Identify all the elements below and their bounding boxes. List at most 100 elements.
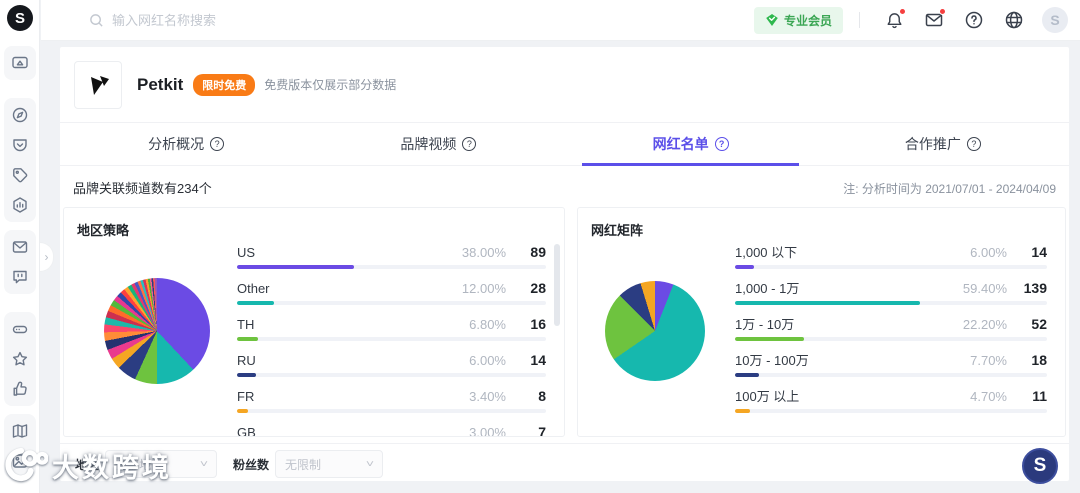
mail-icon[interactable]	[924, 8, 946, 30]
divider	[859, 12, 860, 28]
sidebar-expand-handle[interactable]: ›	[40, 242, 54, 272]
row-bar-fill	[735, 265, 754, 269]
fans-filter-select[interactable]: 无限制 ˅	[275, 450, 384, 478]
row-bar-fill	[735, 373, 760, 377]
star-icon[interactable]	[9, 348, 31, 370]
row-label: US	[237, 245, 256, 260]
row-percent: 6.00%	[970, 245, 1007, 260]
row-bar-track	[237, 373, 546, 377]
brand-note: 免费版本仅展示部分数据	[264, 78, 397, 92]
help-icon[interactable]: ?	[462, 137, 477, 151]
screen-share-icon[interactable]	[9, 52, 31, 74]
app-logo[interactable]: S	[7, 5, 33, 31]
row-bar-fill	[237, 301, 275, 305]
region-filter-label: 地区	[75, 457, 100, 472]
chevron-down-icon: ˅	[200, 458, 209, 470]
row-label: 100万 以上	[735, 389, 800, 404]
fans-filter-value: 无限制	[285, 457, 322, 472]
search-box	[89, 12, 754, 28]
region-filter-select[interactable]: 全部地区 ˅	[105, 450, 218, 478]
drive-icon[interactable]	[9, 318, 31, 340]
row-percent: 6.00%	[469, 353, 506, 368]
bell-icon[interactable]	[884, 8, 906, 30]
row-percent: 22.20%	[962, 317, 1007, 332]
brand-header: Petkit 限时免费 免费版本仅展示部分数据	[60, 47, 1069, 122]
row-percent: 38.00%	[461, 245, 506, 260]
row-count: 89	[530, 244, 546, 260]
main-card: Petkit 限时免费 免费版本仅展示部分数据 分析概况? 品牌视频? 网红名单…	[60, 47, 1069, 481]
filter-bar: 地区 全部地区 ˅ 粉丝数 无限制 ˅	[75, 450, 399, 478]
row-count: 52	[1031, 316, 1047, 332]
row-bar-fill	[237, 373, 256, 377]
row-count: 16	[530, 316, 546, 332]
brand-name: Petkit	[137, 74, 184, 94]
member-badge[interactable]: 专业会员	[753, 6, 843, 34]
fans-filter-label: 粉丝数	[233, 457, 270, 472]
row-count: 139	[1023, 280, 1047, 296]
region-list: US 38.00% 89 Other 12.00% 28 TH 6.80% 16…	[237, 244, 546, 437]
notification-dot	[939, 8, 946, 15]
tab-brand-videos[interactable]: 品牌视频?	[312, 123, 564, 165]
help-icon[interactable]: ?	[714, 137, 729, 151]
compass-icon[interactable]	[9, 104, 31, 126]
row-percent: 59.40%	[962, 281, 1007, 296]
help-icon[interactable]: ?	[966, 137, 981, 151]
row-bar-track	[237, 265, 546, 269]
notification-dot	[899, 8, 906, 15]
hexagon-stats-icon[interactable]	[9, 194, 31, 216]
stat-row: 1万 - 10万 22.20% 52	[735, 316, 1047, 341]
tab-label: 合作推广	[904, 136, 961, 152]
channel-count-text: 品牌关联频道数有234个	[73, 181, 212, 196]
chevron-down-icon: ˅	[366, 458, 375, 470]
row-bar-track	[735, 301, 1047, 305]
map-icon[interactable]	[9, 420, 31, 442]
tab-influencer-list[interactable]: 网红名单?	[565, 123, 817, 166]
tag-icon[interactable]	[9, 164, 31, 186]
row-label: GB	[237, 425, 256, 437]
mail-icon[interactable]	[9, 236, 31, 258]
row-bar-track	[237, 301, 546, 305]
petkit-logo-icon	[91, 75, 109, 95]
list-scrollbar[interactable]	[554, 244, 560, 326]
region-filter-value: 全部地区	[115, 457, 164, 472]
tab-label: 网红名单	[652, 136, 709, 152]
tab-cooperation-promotion[interactable]: 合作推广?	[817, 123, 1069, 165]
row-bar-fill	[237, 337, 258, 341]
stat-row: 10万 - 100万 7.70% 18	[735, 352, 1047, 377]
row-bar-fill	[237, 265, 355, 269]
stat-row: FR 3.40% 8	[237, 388, 546, 413]
stat-row: RU 6.00% 14	[237, 352, 546, 377]
chat-icon[interactable]	[9, 266, 31, 288]
search-input[interactable]	[112, 12, 432, 28]
floating-logo-button[interactable]: S	[1022, 448, 1058, 484]
stat-row: 1,000 以下 6.00% 14	[735, 244, 1047, 269]
image-icon[interactable]	[9, 450, 31, 472]
thumbs-up-icon[interactable]	[9, 378, 31, 400]
rail-group-active	[4, 46, 36, 80]
rail-group-messages	[4, 230, 36, 294]
row-percent: 7.70%	[970, 353, 1007, 368]
matrix-pie-chart	[605, 281, 705, 381]
help-icon[interactable]: ?	[210, 137, 225, 151]
rail-group-tools	[4, 414, 36, 478]
row-percent: 12.00%	[461, 281, 506, 296]
panel-title: 网红矩阵	[591, 223, 644, 238]
rail-group-analytics	[4, 98, 36, 222]
globe-icon[interactable]	[1004, 10, 1024, 30]
row-bar-fill	[735, 301, 921, 305]
row-count: 11	[1032, 388, 1047, 404]
row-percent: 3.40%	[469, 389, 506, 404]
left-rail: S	[0, 0, 40, 493]
tab-analysis-overview[interactable]: 分析概况?	[60, 123, 312, 165]
region-pie-chart	[104, 278, 210, 384]
top-bar: 专业会员 S	[41, 0, 1080, 41]
row-bar-fill	[237, 409, 248, 413]
pocket-icon[interactable]	[9, 134, 31, 156]
row-label: 1,000 - 1万	[735, 281, 800, 296]
search-icon	[90, 13, 103, 27]
help-icon[interactable]	[964, 10, 984, 30]
influencer-matrix-panel: 网红矩阵 1,000 以下 6.00% 14 1,000 - 1万 59.40%…	[577, 207, 1066, 437]
user-avatar[interactable]: S	[1042, 7, 1068, 33]
panel-title: 地区策略	[77, 223, 130, 238]
row-bar-track	[237, 337, 546, 341]
